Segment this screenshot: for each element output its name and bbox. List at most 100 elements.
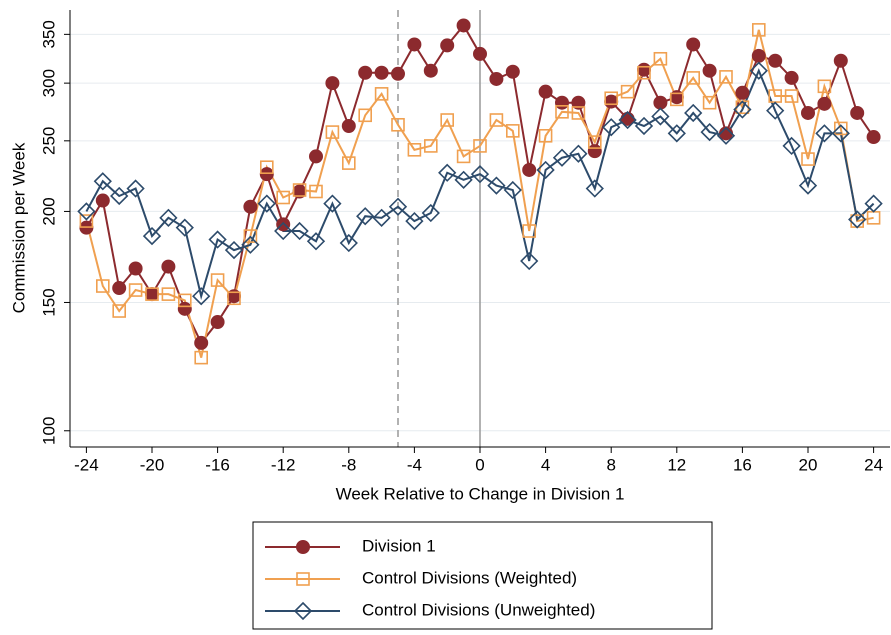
point [208,230,227,249]
point [325,76,340,91]
point [175,218,194,237]
legend-marker [293,601,313,621]
point [95,193,110,208]
point [487,176,506,195]
point [161,287,176,301]
point [96,279,110,293]
x-tick-label: -12 [271,455,296,474]
point [224,240,244,260]
point [848,210,867,229]
x-tick-label: -24 [74,455,99,474]
point [751,23,766,37]
point [686,71,701,85]
x-tick-label: 24 [864,455,883,474]
y-tick-label: 250 [39,127,58,155]
point [505,124,520,138]
point [831,124,850,143]
point [456,149,471,164]
point [110,186,129,206]
point [274,221,293,241]
point [522,162,537,177]
point [243,199,258,214]
point [407,143,422,157]
series-line [85,68,875,301]
point [735,85,750,100]
point [259,160,274,175]
point [391,66,405,81]
point [341,156,356,170]
point [798,176,818,195]
point [243,229,258,243]
point [79,214,94,228]
point [716,126,736,145]
point [356,207,375,226]
point [77,202,96,221]
point [177,301,192,316]
point [637,65,651,80]
point [864,194,883,213]
point [634,116,654,136]
point [768,53,783,68]
point [341,118,356,133]
point [817,96,832,111]
legend-label: Control Divisions (Unweighted) [362,600,595,619]
point [178,293,192,308]
x-axis-title: Week Relative to Change in Division 1 [336,484,625,503]
x-tick-label: 8 [606,455,615,474]
point [276,190,291,205]
point [555,105,569,119]
point [470,165,490,184]
point [358,65,373,80]
point [833,121,848,136]
point [440,38,455,53]
x-tick-label: 4 [541,455,550,474]
legend-marker [296,572,310,586]
point [93,172,112,191]
point [766,101,785,120]
y-tick-label: 200 [39,197,58,225]
x-tick-label: 0 [475,455,484,474]
point [653,95,668,110]
point [801,152,815,166]
point [241,235,260,254]
point [423,139,438,153]
x-tick-label: -4 [407,455,422,474]
x-tick-label: -20 [140,455,165,474]
point [142,226,162,246]
point [751,48,766,63]
point [391,117,405,132]
legend-label: Division 1 [362,536,436,555]
point [637,62,651,77]
point [276,217,291,232]
point [520,251,539,271]
point [686,37,701,52]
point [555,95,569,110]
point [684,103,703,123]
point [290,221,309,241]
point [749,61,768,80]
point [618,110,637,130]
point [438,163,457,182]
point [194,335,209,350]
point [473,46,487,61]
point [306,232,326,251]
point [552,148,572,167]
point [423,63,438,78]
point [227,291,241,306]
point [538,84,553,99]
point [700,122,719,142]
point [784,89,799,103]
point [112,281,127,296]
point [815,124,834,143]
point [833,53,848,68]
point [194,350,208,365]
y-tick-label: 350 [39,20,58,48]
point [161,259,176,274]
point [128,261,143,276]
point [653,51,668,66]
x-tick-label: 12 [667,455,686,474]
legend-marker [296,540,310,554]
point [571,95,586,110]
